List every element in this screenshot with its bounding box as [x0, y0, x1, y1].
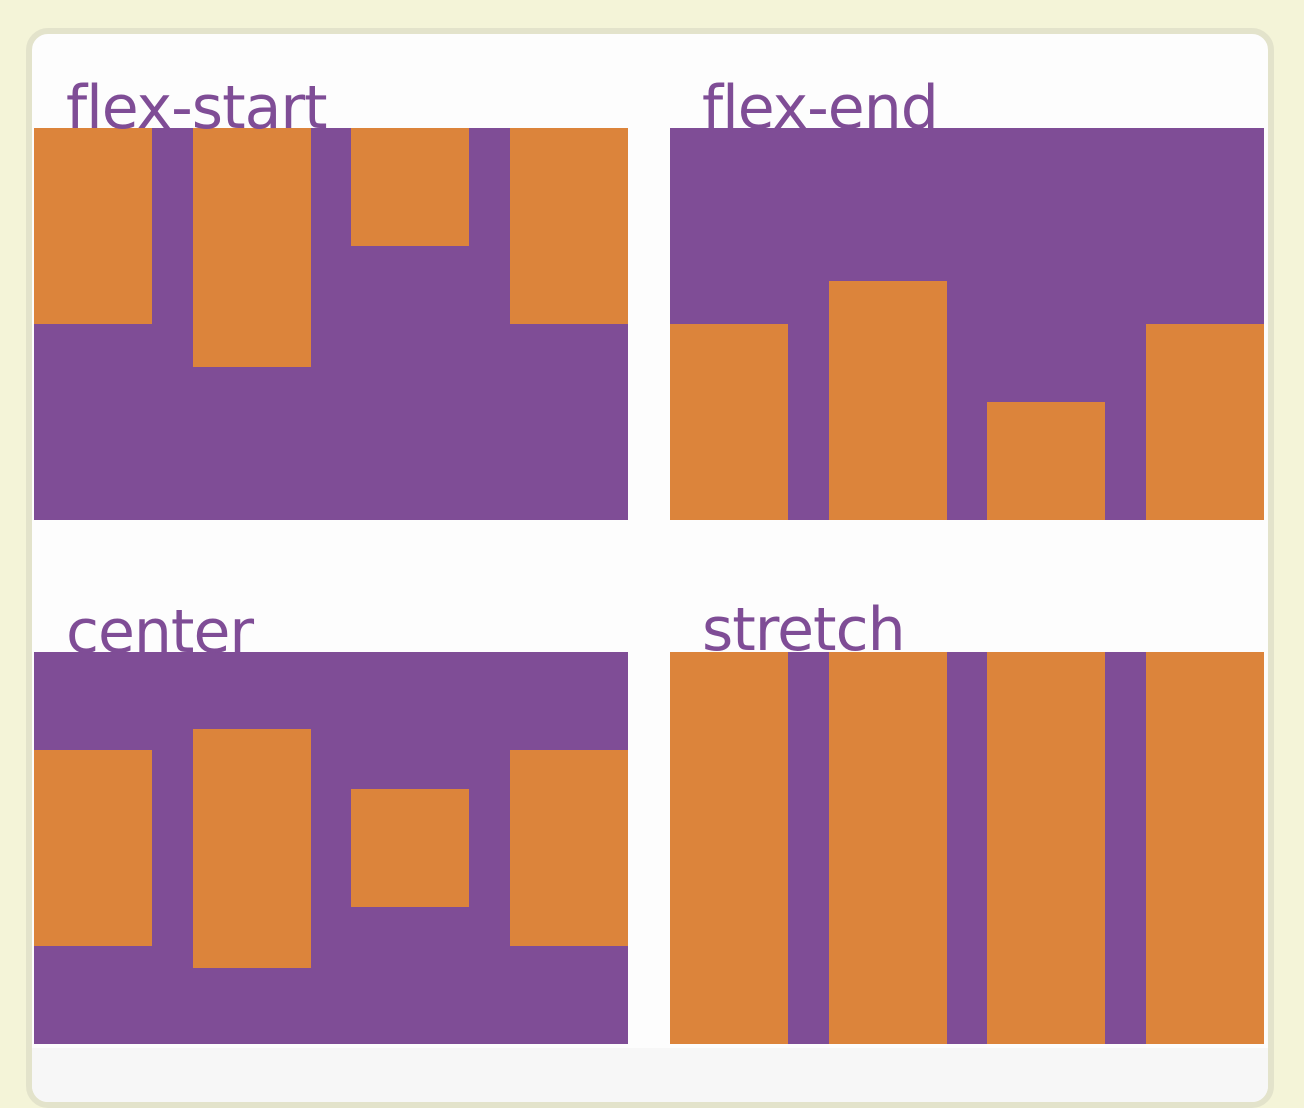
flex-item [509, 750, 628, 946]
demo-card: flex-start flex-end center stretch [26, 28, 1274, 1108]
flex-item [987, 402, 1106, 520]
flex-item [34, 750, 152, 946]
flex-item [192, 728, 311, 968]
flex-item [828, 281, 947, 520]
flex-container [34, 128, 628, 520]
flex-item [670, 652, 788, 1044]
flex-item [351, 789, 470, 907]
flex-item [34, 128, 152, 324]
flex-item [351, 128, 470, 246]
flex-container [670, 652, 1264, 1044]
panel-label: center [66, 597, 254, 667]
flex-item [1145, 652, 1264, 1044]
flex-item [828, 652, 947, 1044]
flex-item [670, 324, 788, 520]
flex-item [1145, 324, 1264, 520]
panel-label: flex-start [66, 73, 328, 143]
card-footer-strip [32, 1048, 1268, 1102]
flex-container [670, 128, 1264, 520]
flex-item [987, 652, 1106, 1044]
flex-item [509, 128, 628, 324]
flex-container [34, 652, 628, 1044]
panel-label: flex-end [702, 73, 939, 143]
panel-label: stretch [702, 595, 906, 665]
flex-item [192, 128, 311, 367]
